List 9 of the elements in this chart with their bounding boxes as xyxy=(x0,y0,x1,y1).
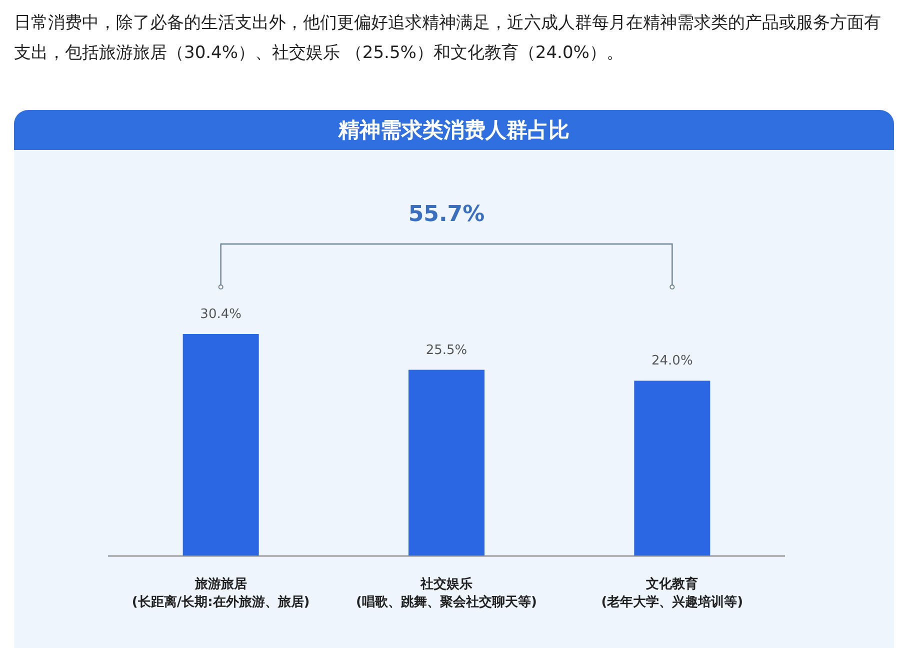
data-label: 30.4% xyxy=(200,307,242,322)
chart-subtitle: 日常消费中，除了必备的生活支出外，他们更偏好追求精神满足，近六成人群每月在精神需求类的产品或服务方面有支出，包括旅游旅居（30.4%）、社交娱乐 （25.5%）和文化教育（24.0%）。 xyxy=(14,12,882,65)
data-label: 24.0% xyxy=(652,354,693,369)
x-tick-label: 社交娱乐 (唱歌、跳舞、聚会社交聊天等) xyxy=(356,576,537,610)
x-tick-label: 文化教育 (老年大学、兴趣培训等) xyxy=(601,576,744,610)
chart-title: 精神需求类消费人群占比 xyxy=(14,110,894,150)
data-label: 25.5% xyxy=(426,342,468,358)
x-tick-label: 旅游旅居 (长距离/长期:在外旅游、旅居) xyxy=(132,576,310,610)
text: 55.7% xyxy=(408,202,485,227)
